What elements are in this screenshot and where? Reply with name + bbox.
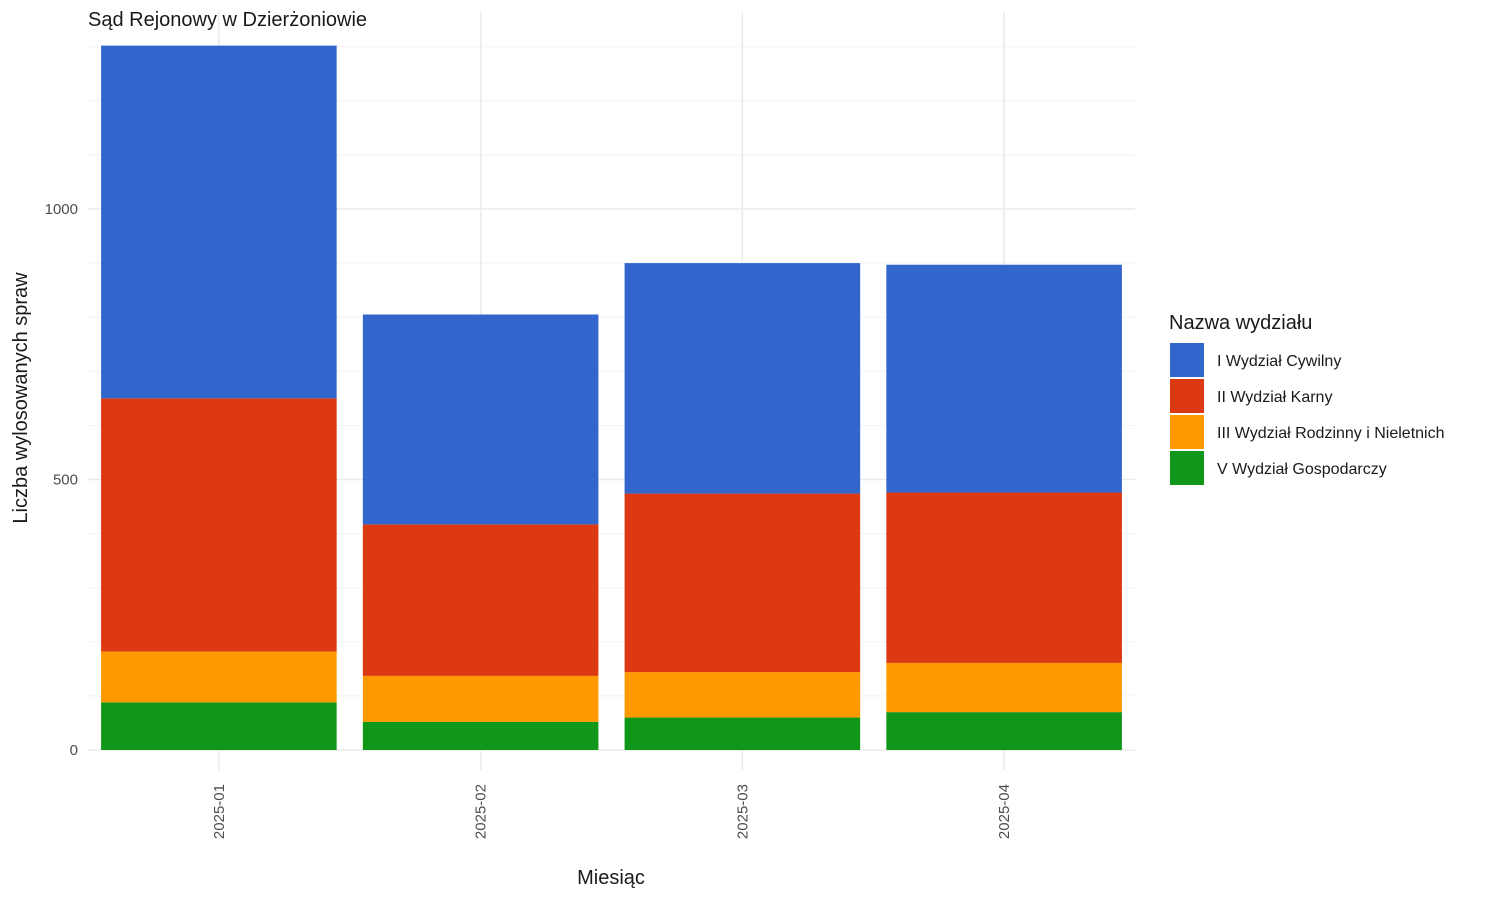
legend-label: I Wydział Cywilny: [1217, 353, 1341, 370]
x-tick-label: 2025-04: [996, 784, 1013, 839]
x-tick-label: 2025-03: [734, 784, 751, 839]
legend-title: Nazwa wydziału: [1169, 312, 1312, 334]
bar-segment: [101, 651, 337, 703]
y-axis-title: Liczba wylosowanych spraw: [10, 272, 32, 524]
x-axis-ticks: 2025-01 2025-02 2025-03 2025-04: [211, 784, 1013, 839]
y-axis-ticks: 0 500 1000: [45, 201, 78, 759]
legend-label: II Wydział Karny: [1217, 389, 1332, 406]
bar-segment: [886, 264, 1122, 493]
chart-title: Sąd Rejonowy w Dzierżoniowie: [88, 9, 367, 31]
x-tick-label: 2025-02: [473, 784, 490, 839]
bar-segment: [886, 712, 1122, 750]
bar-segment: [362, 675, 599, 722]
legend-swatch: [1170, 451, 1204, 485]
x-axis-title: Miesiąc: [577, 867, 645, 889]
bar-segment: [362, 721, 599, 750]
bar-segment: [101, 398, 337, 652]
bar-segment: [886, 662, 1122, 713]
bar-segment: [101, 45, 337, 399]
bar-segment: [624, 263, 861, 494]
legend-label: V Wydział Gospodarczy: [1217, 461, 1387, 478]
bar-segment: [362, 524, 599, 676]
y-tick-label: 0: [70, 742, 78, 759]
legend-label: III Wydział Rodzinny i Nieletnich: [1217, 425, 1445, 442]
bar-segment: [624, 493, 861, 673]
legend: Nazwa wydziału I Wydział Cywilny II Wydzi…: [1169, 312, 1445, 485]
legend-swatch: [1170, 343, 1204, 377]
bars: [101, 45, 1122, 750]
x-tick-label: 2025-01: [211, 784, 228, 839]
y-tick-label: 500: [53, 472, 78, 489]
bar-segment: [362, 314, 599, 525]
bar-segment: [624, 717, 861, 750]
y-tick-label: 1000: [45, 201, 78, 218]
legend-swatch: [1170, 415, 1204, 449]
legend-swatch: [1170, 379, 1204, 413]
bar-segment: [101, 702, 337, 750]
bar-segment: [886, 492, 1122, 663]
bar-segment: [624, 672, 861, 718]
